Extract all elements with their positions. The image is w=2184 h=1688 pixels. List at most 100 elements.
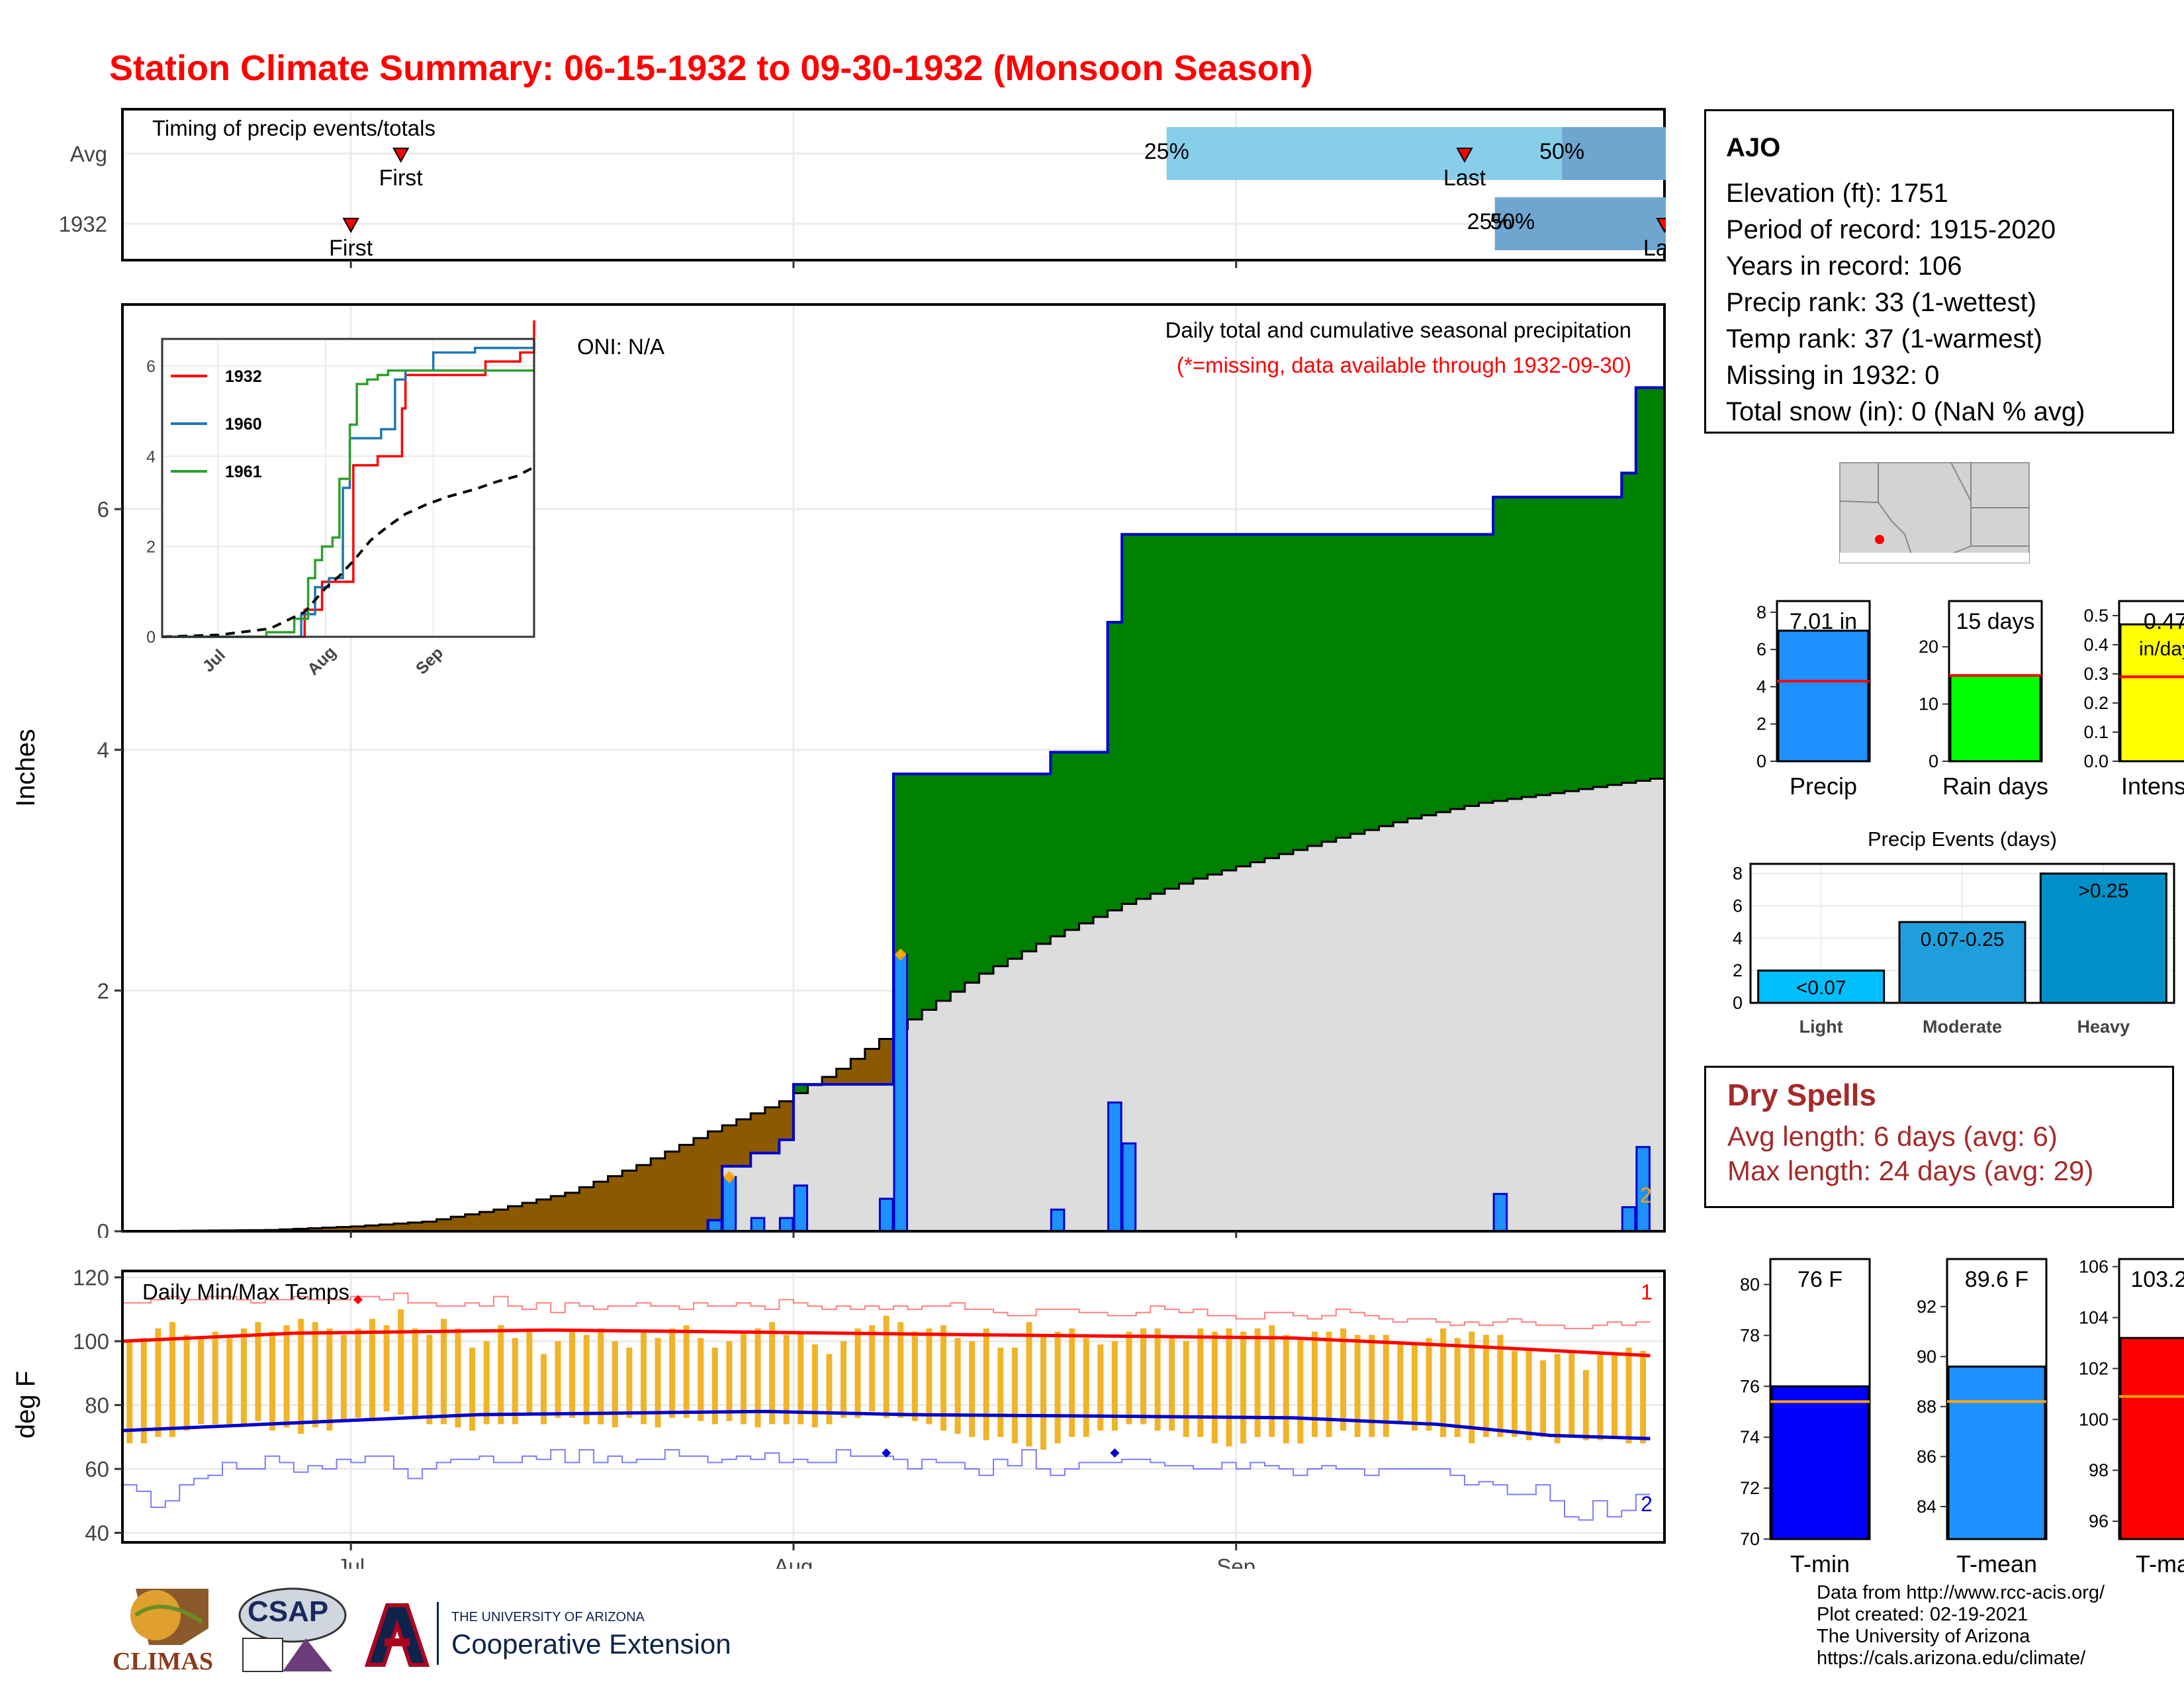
ua-small-text: THE UNIVERSITY OF ARIZONA [451,1610,645,1624]
daily-temp-range-bar [826,1354,833,1425]
cumulative-surplus-area [1207,534,1222,875]
daily-temp-range-bar [655,1338,661,1428]
oni-label: ONI: N/A [577,334,664,359]
daily-temp-range-bar [1440,1328,1447,1437]
temp-x-tick-label: Aug [774,1554,813,1569]
station-temp-rank: Temp rank: 37 (1-warmest) [1726,324,2042,353]
station-years: Years in record: 106 [1726,252,1962,281]
cumulative-surplus-area [1279,534,1294,855]
temp-y-tick-label: 100 [73,1329,109,1354]
cumulative-surplus-area [1564,496,1580,792]
precip-y-tick-label: 2 [97,978,109,1003]
cumulative-deficit-area [422,1221,437,1231]
daily-temp-range-bar [512,1338,518,1425]
record-high-marker [353,1295,363,1305]
daily-temp-range-bar [1454,1338,1461,1437]
precip-value-label: 7.01 in [1790,609,1857,634]
events-y-tick-label: 0 [1733,993,1743,1013]
cumulative-deficit-area [693,1138,709,1231]
daily-temp-range-bar [926,1328,933,1425]
daily-temp-range-bar [612,1341,618,1428]
precip-y-axis-label: Inches [11,729,40,807]
station-elevation: Elevation (ft): 1751 [1726,179,1948,208]
cumulative-surplus-area [1407,534,1422,819]
daily-temp-range-bar [869,1325,876,1412]
cumulative-surplus-area [1635,387,1651,781]
inset-y-tick-label: 2 [146,538,156,557]
tmax-y-tick-label: 96 [2089,1511,2109,1531]
daily-temp-range-bar [283,1325,290,1428]
daily-precip-bar [1121,1142,1137,1233]
intensity-category-label: Intensity [2121,773,2184,800]
cumulative-deficit-area [707,1131,723,1221]
daily-temp-range-bar [1126,1331,1132,1425]
tmax-y-tick-label: 106 [2079,1257,2109,1277]
cumulative-surplus-area [1150,534,1165,894]
daily-temp-range-bar [583,1335,590,1425]
daily-temp-range-bar [1297,1338,1304,1444]
cumulative-deficit-area [522,1203,537,1231]
timing-row-label: 1932 [59,212,107,236]
daily-temp-range-bar [740,1331,747,1425]
cumulative-surplus-area [1036,774,1051,944]
daily-temp-range-bar [340,1335,347,1421]
cumulative-average-area [122,778,1664,1231]
inset-legend-label: 1961 [225,463,262,481]
precip-y-tick-label: 4 [1756,677,1766,696]
tmax-y-tick-label: 104 [2079,1307,2109,1327]
intensity-y-tick-label: 0.5 [2083,606,2109,626]
cumulative-surplus-area [1550,496,1565,794]
temp-y-tick-label: 80 [85,1393,109,1418]
daily-temp-range-bar [1026,1322,1032,1447]
cumulative-surplus-area [793,1084,809,1094]
timing-q50-75-bar [1562,127,1681,180]
cumulative-deficit-area [379,1224,394,1231]
daily-temp-range-bar [1482,1335,1489,1437]
temp-chart: Daily Min/Max Temps 1 2 40 60 80 100 120 Jul Aug S… [11,1266,1666,1569]
events-y-tick-label: 4 [1733,928,1743,948]
precip-chart-subtitle: (*=missing, data available through 1932-… [1177,353,1631,377]
events-bar-label: <0.07 [1796,977,1846,999]
cumulative-surplus-area [1293,534,1308,850]
temp-plot-bg [122,1271,1664,1542]
daily-temp-range-bar [498,1325,504,1425]
daily-temp-range-bar [298,1319,304,1434]
cumulative-surplus-area [1307,534,1322,846]
precip-y-tick-label: 2 [1756,714,1766,734]
tmin-value-bar [1770,1385,1870,1540]
daily-temp-range-bar [1411,1344,1418,1431]
tmean-value-label: 89.6 F [1965,1267,2028,1292]
cumulative-surplus-area [1022,774,1037,952]
timing-panel: Timing of precip events/totals Avg 1932 25%… [59,99,1681,271]
daily-precip-bar [778,1217,794,1233]
intensity-value-label: 0.47 [2144,609,2184,634]
tmin-y-tick-label: 80 [1740,1274,1760,1294]
events-category-label: Moderate [1923,1017,2002,1037]
daily-temp-range-bar [1640,1350,1647,1444]
daily-temp-range-bar [212,1331,218,1425]
cumulative-deficit-area [579,1187,594,1231]
inset-y-tick-label: 4 [146,447,156,466]
tmean-category-label: T-mean [1956,1550,2037,1577]
timing-q50-label: 50% [1490,209,1535,234]
cumulative-surplus-area [1164,534,1180,889]
cumulative-deficit-area [751,1113,766,1153]
rain-days-value-bar [1949,674,2042,763]
intensity-value-bar [2119,623,2184,763]
tmin-value-label: 76 F [1797,1267,1843,1292]
cumulative-surplus-area [1122,534,1137,904]
cumulative-deficit-area [493,1209,509,1231]
daily-temp-range-bar [797,1331,804,1425]
daily-temp-range-bar [1554,1354,1561,1444]
cumulative-surplus-area [1464,534,1480,806]
daily-temp-range-bar [455,1328,461,1428]
daily-temp-range-bar [1511,1350,1518,1437]
cumulative-surplus-area [1450,534,1465,810]
cumulative-surplus-area [1079,752,1094,923]
tmean-y-tick-label: 84 [1917,1497,1936,1517]
daily-temp-range-bar [669,1328,676,1418]
cumulative-deficit-area [651,1158,666,1231]
inset-frame [161,338,535,638]
daily-temp-range-bar [1611,1354,1617,1437]
cumulative-surplus-area [1236,534,1251,867]
